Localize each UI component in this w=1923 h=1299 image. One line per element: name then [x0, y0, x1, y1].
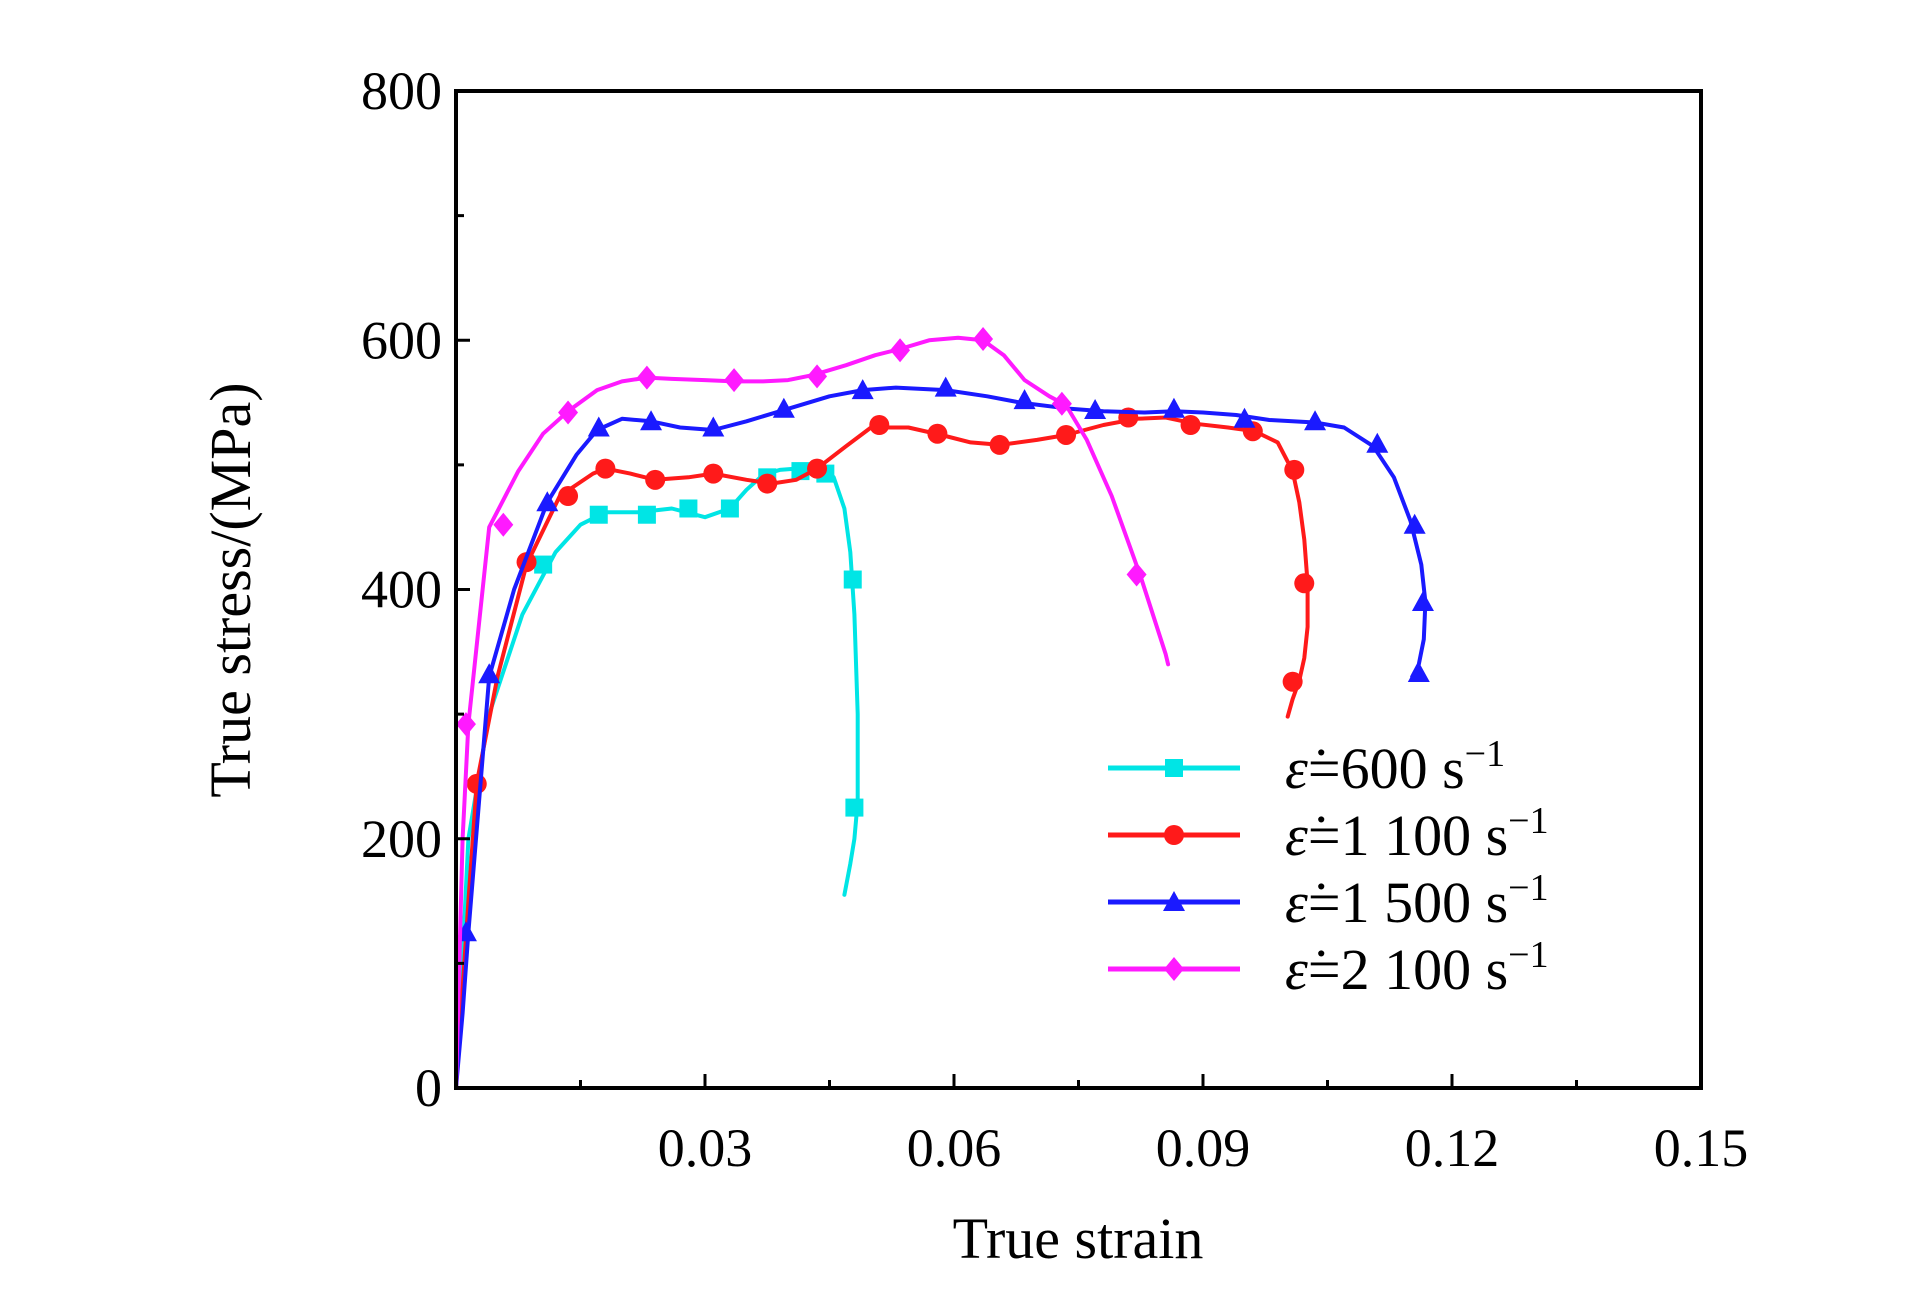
data-point — [890, 338, 911, 363]
data-point — [1407, 661, 1430, 682]
data-point — [720, 499, 739, 518]
legend-entry: ε̇=600 s−1 — [1108, 733, 1505, 801]
data-point — [536, 491, 559, 512]
x-axis-label: True strain — [953, 1206, 1204, 1271]
data-point — [589, 505, 608, 524]
data-point — [636, 365, 657, 390]
series-diamond — [454, 327, 1171, 1090]
series-triangle — [454, 376, 1434, 1090]
y-tick-label: 600 — [361, 310, 442, 370]
data-point — [1284, 459, 1305, 480]
legend: ε̇=600 s−1ε̇=1 100 s−1ε̇=1 500 s−1ε̇=2 1… — [1108, 733, 1549, 1002]
data-point — [1403, 513, 1426, 534]
legend-swatch-marker — [1164, 957, 1184, 981]
data-point — [757, 473, 778, 494]
data-point — [1180, 414, 1201, 435]
series-line — [454, 385, 1428, 1090]
data-point — [1233, 407, 1256, 428]
data-point — [1126, 562, 1147, 587]
data-point — [927, 423, 948, 444]
data-point — [1294, 573, 1315, 594]
data-point — [466, 773, 487, 794]
x-tick-label: 0.09 — [1156, 1118, 1251, 1178]
legend-label: ε̇=1 100 s−1 — [1285, 800, 1549, 868]
data-point — [989, 434, 1010, 455]
legend-entry: ε̇=1 500 s−1 — [1108, 867, 1549, 935]
series-circle — [454, 407, 1315, 1090]
y-tick-label: 800 — [361, 61, 442, 121]
y-tick-label: 0 — [415, 1058, 442, 1118]
x-tick-label: 0.03 — [658, 1118, 753, 1178]
data-point — [1282, 671, 1303, 692]
y-tick-label: 400 — [361, 560, 442, 620]
data-point — [637, 505, 656, 524]
legend-swatch-marker — [1165, 759, 1183, 777]
legend-entry: ε̇=1 100 s−1 — [1108, 800, 1549, 868]
x-tick-label: 0.15 — [1654, 1118, 1749, 1178]
data-point — [587, 416, 610, 437]
data-point — [1084, 399, 1107, 420]
data-point — [679, 499, 698, 518]
data-point — [1162, 397, 1185, 418]
y-tick-label: 200 — [361, 809, 442, 869]
data-point — [869, 414, 890, 435]
data-point — [934, 376, 957, 397]
legend-rate-value: 1 100 — [1341, 803, 1472, 868]
data-point — [478, 663, 501, 684]
data-point — [640, 410, 663, 431]
tick-layer: 0.03 0.06 0.09 0.12 0.15 0 200 400 600 800 — [361, 61, 1748, 1178]
data-point — [534, 555, 553, 574]
data-point — [845, 798, 864, 817]
data-point — [558, 400, 579, 425]
legend-entry: ε̇=2 100 s−1 — [1108, 934, 1549, 1002]
data-point — [1304, 410, 1327, 431]
data-point — [703, 463, 724, 484]
legend-label: ε̇=600 s−1 — [1285, 733, 1505, 801]
data-point — [1051, 391, 1072, 416]
data-point — [843, 570, 862, 589]
legend-rate-value: 2 100 — [1341, 937, 1472, 1002]
x-tick-label: 0.12 — [1405, 1118, 1500, 1178]
data-point — [807, 458, 828, 479]
y-axis-label: True stress/(MPa) — [198, 382, 263, 797]
data-point — [1411, 590, 1434, 611]
legend-rate-value: 600 — [1341, 736, 1428, 801]
legend-swatch-marker — [1164, 825, 1184, 845]
data-point — [772, 397, 795, 418]
data-point — [851, 379, 874, 400]
data-point — [1366, 432, 1389, 453]
data-point — [493, 512, 514, 537]
legend-rate-value: 1 500 — [1341, 870, 1472, 935]
data-point — [558, 486, 579, 507]
data-point — [807, 364, 828, 389]
x-tick-label: 0.06 — [907, 1118, 1002, 1178]
data-point — [702, 416, 725, 437]
data-point — [595, 458, 616, 479]
legend-label: ε̇=2 100 s−1 — [1285, 934, 1549, 1002]
data-point — [455, 712, 476, 737]
data-point — [724, 368, 745, 393]
data-point — [973, 327, 994, 352]
data-point — [1056, 424, 1077, 445]
data-point — [1013, 389, 1036, 410]
data-point — [645, 469, 666, 490]
legend-label: ε̇=1 500 s−1 — [1285, 867, 1549, 935]
legend-swatch-marker — [1163, 891, 1185, 911]
series-layer — [454, 327, 1434, 1090]
